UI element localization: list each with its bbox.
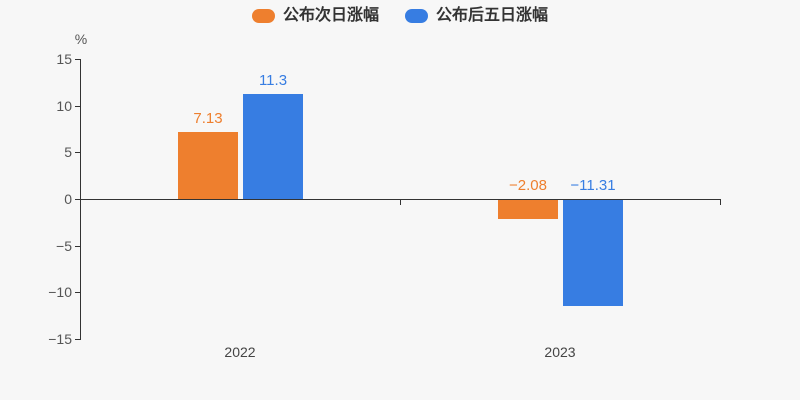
x-axis-line [80,199,721,200]
y-tick-label: 0 [64,191,72,207]
y-tick-label: 10 [56,98,72,114]
y-axis-tick [75,292,80,293]
bar-value-label: 11.3 [258,72,288,89]
bar-value-label: −2.08 [509,177,547,194]
legend-item-1[interactable]: 公布后五日涨幅 [405,8,548,24]
bar-value-label: 7.13 [193,110,223,127]
bar-2022-series-0 [178,132,238,199]
y-axis-tick [75,246,80,247]
y-tick-label: 5 [64,144,72,160]
x-category-label: 2022 [224,344,256,360]
x-axis-tick [400,200,401,205]
y-axis-unit-label: % [74,31,88,47]
y-tick-label: −5 [56,238,72,254]
y-tick-label: 15 [56,51,72,67]
y-axis-tick [75,152,80,153]
y-axis-tick [75,339,80,340]
bar-value-label: −11.31 [570,177,616,194]
y-axis-tick [75,199,80,200]
legend-marker-icon [251,9,275,23]
y-axis-tick [75,59,80,60]
x-category-label: 2023 [544,344,576,360]
x-axis-tick [720,200,721,205]
y-axis-tick [75,106,80,107]
y-tick-label: −10 [48,284,72,300]
legend-item-0[interactable]: 公布次日涨幅 [251,7,379,24]
legend-marker-icon [405,9,428,23]
bar-2023-series-0 [498,200,558,219]
legend-label: 公布次日涨幅 [282,7,379,24]
legend-label: 公布后五日涨幅 [436,7,549,24]
chart-legend: 公布次日涨幅 公布后五日涨幅 [0,8,800,24]
bar-2023-series-1 [563,200,623,306]
y-tick-label: −15 [48,331,72,347]
bar-2022-series-1 [243,94,303,199]
